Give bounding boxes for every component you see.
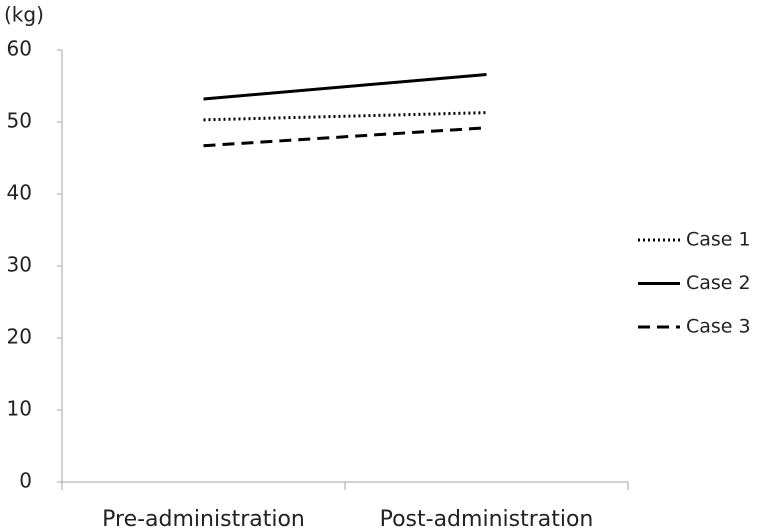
y-tick-label: 10 (7, 397, 32, 421)
y-tick-label: 60 (7, 37, 32, 61)
y-tick-label: 0 (19, 469, 32, 493)
y-tick-label: 30 (7, 253, 32, 277)
y-tick-label: 40 (7, 181, 32, 205)
series-line (203, 111, 487, 122)
series-line (203, 126, 487, 148)
x-tick-label: Post-administration (380, 507, 594, 531)
y-tick-label: 50 (7, 109, 32, 133)
legend-label: Case 1 (686, 229, 751, 251)
legend-label: Case 3 (686, 316, 751, 338)
y-tick-label: 20 (7, 325, 32, 349)
y-axis-label: (kg) (4, 3, 44, 27)
legend-label: Case 2 (686, 272, 751, 294)
series-line (203, 72, 487, 101)
x-tick-label: Pre-administration (102, 507, 305, 531)
